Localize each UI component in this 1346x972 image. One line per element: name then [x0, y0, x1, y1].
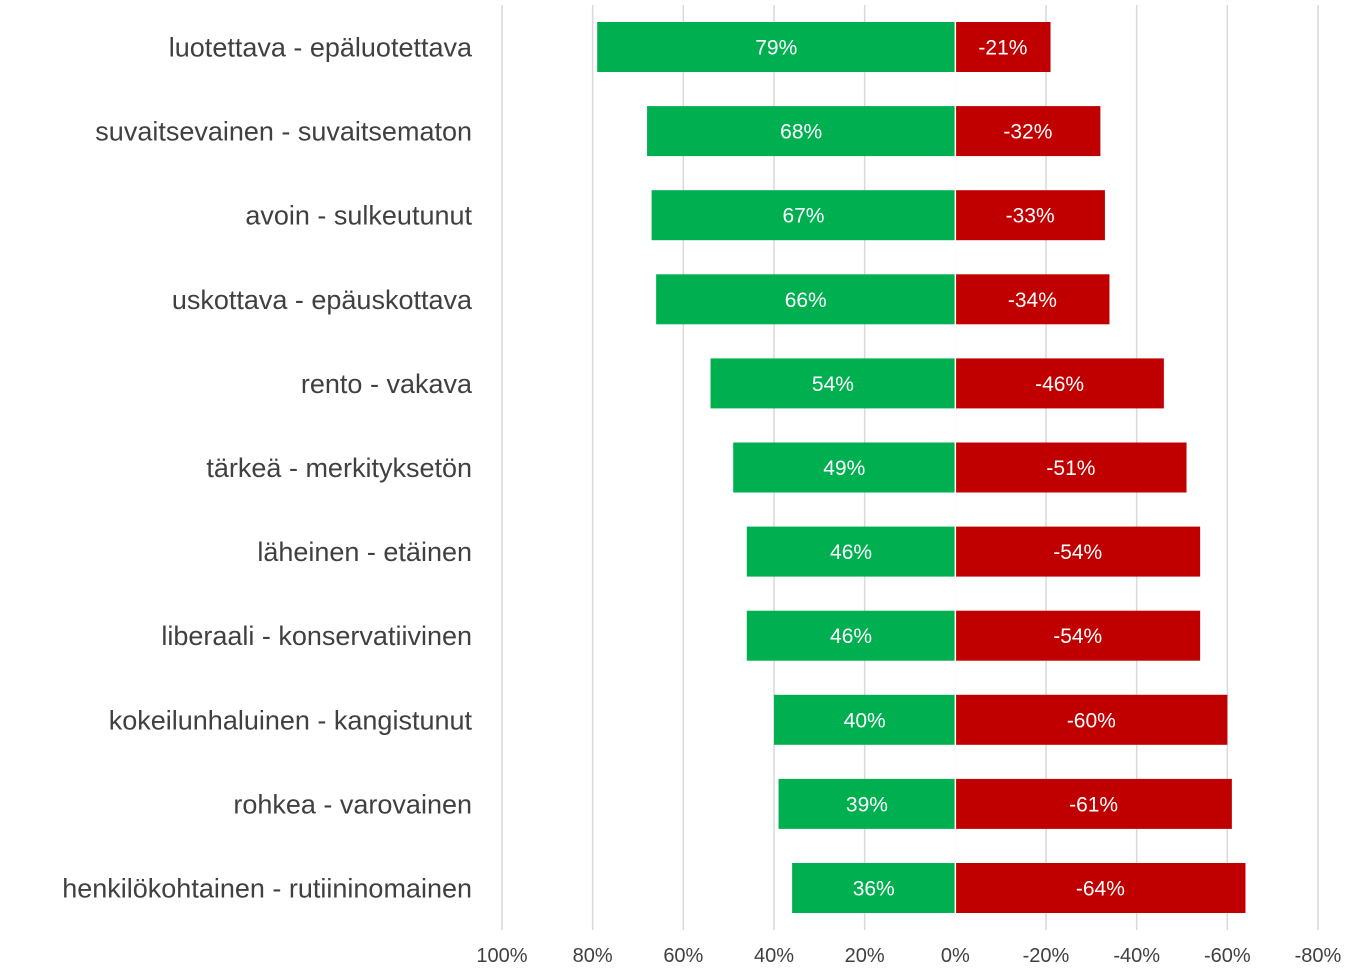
category-label: suvaitsevainen - suvaitsematon	[95, 117, 472, 147]
category-label: rento - vakava	[301, 369, 473, 399]
category-label: tärkeä - merkityksetön	[206, 453, 472, 483]
bar-value-label: -34%	[1008, 289, 1057, 312]
negative-bar	[955, 106, 1101, 157]
bar-value-label: 40%	[844, 709, 886, 732]
negative-bar	[955, 778, 1232, 829]
bars	[597, 22, 1246, 913]
bar-value-label: 39%	[846, 793, 888, 816]
positive-bar	[651, 190, 956, 241]
category-label: liberaali - konservatiivinen	[161, 621, 472, 651]
x-tick-label: 20%	[845, 945, 885, 967]
positive-bar	[647, 106, 956, 157]
positive-bar	[733, 442, 956, 493]
bar-value-label: -54%	[1053, 541, 1102, 564]
x-tick-label: 0%	[941, 945, 970, 967]
bar-value-label: 36%	[853, 878, 895, 901]
bar-value-label: 49%	[823, 457, 865, 480]
x-tick-label: -80%	[1295, 945, 1342, 967]
category-label: kokeilunhaluinen - kangistunut	[109, 705, 473, 735]
x-tick-label: 100%	[476, 945, 527, 967]
positive-bar	[778, 778, 956, 829]
category-label: läheinen - etäinen	[257, 537, 472, 567]
bar-value-label: -21%	[978, 37, 1027, 60]
positive-bar	[710, 358, 956, 409]
bar-value-label: 68%	[780, 121, 822, 144]
x-tick-label: -40%	[1113, 945, 1160, 967]
data-labels: 79% -21% 68% -32% 67% -33% 66% -34% 54% -46% 49% -5…	[755, 5, 1125, 930]
positive-bar	[656, 274, 956, 325]
bar-value-label: -60%	[1067, 709, 1116, 732]
bar-value-label: 66%	[785, 289, 827, 312]
bar-value-label: -64%	[1076, 878, 1125, 901]
category-label: henkilökohtainen - rutiininomainen	[62, 874, 472, 904]
negative-bar	[955, 190, 1105, 241]
positive-bar	[746, 610, 956, 661]
x-tick-label: -60%	[1204, 945, 1251, 967]
x-axis-tick-labels: 100% 80% 60% 40% 20% 0% -20% -40% -60% -80%	[476, 945, 1341, 967]
category-label: uskottava - epäuskottava	[172, 285, 473, 315]
x-tick-label: -20%	[1023, 945, 1070, 967]
positive-bar	[792, 863, 956, 913]
bar-value-label: 54%	[812, 373, 854, 396]
negative-bar	[955, 526, 1201, 577]
negative-bar	[955, 358, 1164, 409]
bar-value-label: -33%	[1006, 205, 1055, 228]
positive-bar	[597, 22, 956, 72]
bar-value-label: -46%	[1035, 373, 1084, 396]
negative-bar	[955, 22, 1051, 72]
bar-value-label: 67%	[782, 205, 824, 228]
positive-bar	[746, 526, 956, 577]
negative-bar	[955, 863, 1246, 913]
negative-bar	[955, 442, 1187, 493]
negative-bar	[955, 274, 1110, 325]
x-tick-label: 40%	[754, 945, 794, 967]
bar-value-label: 46%	[830, 541, 872, 564]
bar-value-label: -61%	[1069, 793, 1118, 816]
negative-bar	[955, 610, 1201, 661]
bar-value-label: 46%	[830, 625, 872, 648]
positive-bar	[774, 694, 956, 745]
bar-value-label: 79%	[755, 37, 797, 60]
bar-value-label: -32%	[1003, 121, 1052, 144]
x-tick-label: 80%	[573, 945, 613, 967]
category-label: luotettava - epäluotettava	[169, 33, 473, 63]
x-tick-label: 60%	[663, 945, 703, 967]
category-label: rohkea - varovainen	[233, 789, 472, 819]
bar-value-label: -51%	[1046, 457, 1095, 480]
bar-value-label: -54%	[1053, 625, 1102, 648]
negative-bar	[955, 694, 1228, 745]
category-label: avoin - sulkeutunut	[245, 201, 472, 231]
category-labels: luotettava - epäluotettava suvaitsevainen…	[62, 33, 473, 904]
